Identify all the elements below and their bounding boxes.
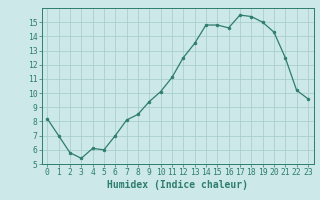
X-axis label: Humidex (Indice chaleur): Humidex (Indice chaleur) [107, 180, 248, 190]
